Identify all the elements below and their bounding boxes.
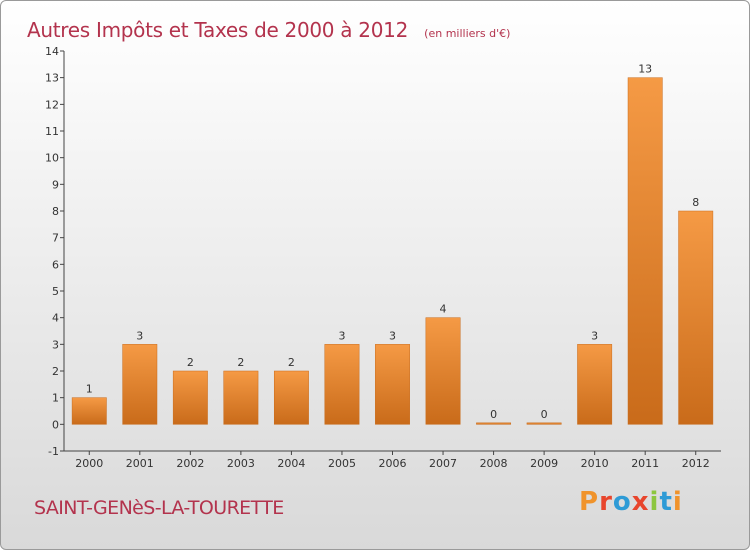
data-label-2009: 0 <box>541 408 548 421</box>
brand-letter: i <box>672 487 683 517</box>
x-tick-label-2009: 2009 <box>530 457 558 470</box>
data-label-2011: 13 <box>638 63 652 76</box>
chart-title: Autres Impôts et Taxes de 2000 à 2012 (e… <box>27 7 510 45</box>
x-tick-label-2011: 2011 <box>631 457 659 470</box>
y-tick-label: 3 <box>52 338 59 351</box>
bar-2012 <box>678 210 714 425</box>
data-label-2008: 0 <box>490 408 497 421</box>
bar-2008 <box>476 422 512 425</box>
y-tick-label: 0 <box>52 418 59 431</box>
brand-letter: r <box>599 487 613 517</box>
data-label-2001: 3 <box>136 329 143 342</box>
y-tick-label: 6 <box>52 258 59 271</box>
data-label-2006: 3 <box>389 329 396 342</box>
chart-title-main: Autres Impôts et Taxes de 2000 à 2012 <box>27 18 408 42</box>
bar-2000 <box>71 397 107 425</box>
x-tick-label-2000: 2000 <box>75 457 103 470</box>
bar-2006 <box>375 344 410 425</box>
data-label-2010: 3 <box>591 329 598 342</box>
y-tick-label: 12 <box>45 98 59 111</box>
y-tick-label: 14 <box>45 45 59 58</box>
data-label-2000: 1 <box>86 383 93 396</box>
data-label-2002: 2 <box>187 356 194 369</box>
x-tick-label-2005: 2005 <box>328 457 356 470</box>
bar-2011 <box>627 77 663 425</box>
data-label-2012: 8 <box>692 196 699 209</box>
bar-2004 <box>273 370 309 425</box>
data-label-2007: 4 <box>440 303 447 316</box>
bar-2002 <box>172 370 208 425</box>
bar-2003 <box>223 370 259 425</box>
bar-2007 <box>425 317 461 425</box>
data-label-2004: 2 <box>288 356 295 369</box>
data-label-2003: 2 <box>237 356 244 369</box>
x-tick-label-2006: 2006 <box>379 457 407 470</box>
bars <box>71 77 714 425</box>
y-tick-label: 10 <box>45 152 59 165</box>
brand-logo: Proxiti <box>579 487 683 517</box>
bar-2010 <box>577 344 613 425</box>
y-tick-label: 1 <box>52 392 59 405</box>
y-tick-label: 5 <box>52 285 59 298</box>
brand-letter: t <box>659 487 673 517</box>
chart-subtitle: (en milliers d'€) <box>424 27 511 40</box>
x-tick-label-2012: 2012 <box>682 457 710 470</box>
y-tick-label: -1 <box>48 445 59 458</box>
bar-2005 <box>324 344 360 425</box>
x-tick-label-2008: 2008 <box>480 457 508 470</box>
x-tick-label-2010: 2010 <box>581 457 609 470</box>
y-tick-label: 4 <box>52 312 59 325</box>
x-tick-label-2003: 2003 <box>227 457 255 470</box>
brand-letter: o <box>612 487 632 517</box>
x-tick-label-2007: 2007 <box>429 457 457 470</box>
x-tick-label-2004: 2004 <box>277 457 305 470</box>
y-tick-label: 7 <box>52 232 59 245</box>
data-label-2005: 3 <box>338 329 345 342</box>
bar-2001 <box>122 344 158 425</box>
y-tick-label: 9 <box>52 178 59 191</box>
brand-letter: x <box>631 487 650 517</box>
y-tick-label: 13 <box>45 72 59 85</box>
brand-letter: i <box>649 487 660 517</box>
x-tick-label-2002: 2002 <box>176 457 204 470</box>
commune-name: SAINT-GENèS-LA-TOURETTE <box>34 497 284 519</box>
y-tick-label: 8 <box>52 205 59 218</box>
y-tick-label: 11 <box>45 125 59 138</box>
x-tick-label-2001: 2001 <box>126 457 154 470</box>
y-tick-label: 2 <box>52 365 59 378</box>
bar-2009 <box>526 422 562 425</box>
brand-letter: P <box>579 487 600 517</box>
